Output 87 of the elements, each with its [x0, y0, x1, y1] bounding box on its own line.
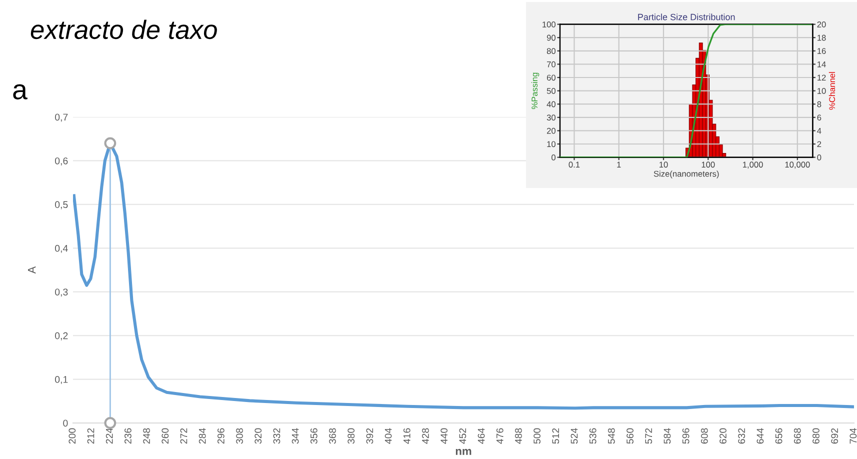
y-tick-label: 0,7 [55, 114, 68, 122]
y-tick-label: 90 [546, 34, 556, 41]
y-tick-label: 0,2 [55, 332, 68, 340]
x-tick-label: 596 [682, 428, 690, 444]
y-tick-label: 0 [63, 420, 68, 427]
x-tick-label: 308 [236, 428, 243, 444]
chart-title: Particle Size Distribution [638, 14, 735, 20]
x-tick-label: 1 [617, 162, 621, 168]
x-tick-label: 296 [217, 428, 224, 444]
x-tick-label: 464 [478, 428, 485, 444]
x-tick-label: 620 [720, 428, 726, 444]
x-tick-label: 416 [403, 428, 410, 444]
x-tick-label: 320 [254, 428, 262, 444]
x-tick-label: 524 [570, 428, 578, 444]
x-tick-label: 10 [660, 162, 668, 168]
y-tick-label: 10 [547, 141, 556, 148]
y2-tick-label: 6 [817, 114, 822, 120]
x-tick-label: 704 [850, 428, 857, 444]
y2-tick-label: 0 [817, 154, 822, 160]
x-tick-label: 644 [756, 428, 764, 444]
x-tick-label: 224 [106, 428, 113, 444]
y-axis-title: A [28, 266, 36, 274]
x-tick-label: 380 [348, 428, 355, 444]
y-tick-label: 100 [542, 22, 556, 28]
y2-tick-label: 8 [817, 101, 822, 108]
x-tick-label: 0.1 [568, 162, 580, 168]
y-tick-label: 0 [552, 154, 556, 160]
x-tick-label: 200 [68, 428, 76, 444]
x-tick-label: 536 [589, 428, 596, 444]
x-tick-label: 500 [534, 428, 540, 444]
x-tick-label: 608 [700, 428, 708, 444]
x-tick-label: 668 [794, 428, 801, 444]
x-tick-label: 1,000 [742, 162, 763, 169]
y-tick-label: 20 [546, 128, 556, 134]
x-tick-label: 344 [292, 428, 299, 444]
y2-tick-label: 18 [818, 34, 826, 41]
x-tick-label: 632 [738, 428, 746, 444]
y-tick-label: 0,3 [55, 288, 68, 297]
chart-subtitle: a [13, 84, 28, 100]
x-tick-label: 452 [459, 428, 466, 444]
y-tick-label: 0,1 [55, 376, 68, 384]
x-tick-label: 488 [515, 428, 522, 444]
x-tick-label: 476 [496, 428, 504, 444]
y2-tick-label: 12 [818, 74, 826, 81]
x-tick-label: 284 [198, 428, 206, 444]
x-tick-label: 656 [775, 428, 782, 444]
x-tick-label: 404 [384, 428, 392, 444]
y-tick-label: 40 [546, 101, 556, 108]
x-tick-label: 680 [812, 428, 820, 444]
y-tick-label: 0,4 [55, 244, 68, 253]
x-tick-label: 584 [664, 428, 671, 444]
x-tick-label: 560 [626, 428, 634, 444]
x-tick-label: 356 [310, 428, 318, 444]
y-tick-label: 0,6 [55, 157, 68, 166]
y2-axis-title: %Channel [828, 72, 836, 110]
y-tick-label: 30 [546, 114, 556, 120]
y2-tick-label: 14 [818, 61, 826, 68]
x-tick-label: 440 [440, 428, 448, 444]
x-tick-label: 512 [552, 428, 560, 444]
y2-tick-label: 2 [817, 141, 822, 148]
x-tick-label: 272 [180, 428, 188, 444]
y-tick-label: 0,5 [55, 201, 68, 210]
y2-tick-label: 10 [818, 88, 826, 94]
x-tick-label: 332 [273, 428, 280, 444]
y-tick-label: 70 [546, 61, 556, 68]
x-tick-label: 572 [645, 428, 652, 444]
chart-title: extracto de taxo [30, 20, 217, 40]
y2-tick-label: 4 [817, 128, 822, 134]
x-axis-title: nm [456, 448, 472, 455]
x-tick-label: 248 [143, 428, 150, 444]
y-tick-label: 50 [546, 88, 556, 94]
x-tick-label: 548 [608, 428, 615, 444]
x-tick-label: 260 [162, 428, 169, 444]
y-axis-title: %Passing [531, 72, 540, 110]
y-tick-label: 60 [546, 74, 556, 81]
x-tick-label: 392 [366, 428, 374, 444]
y2-tick-label: 16 [818, 48, 826, 54]
x-tick-label: 368 [329, 428, 336, 444]
y2-tick-label: 20 [817, 22, 826, 28]
x-axis-title: Size(nanometers) [654, 170, 719, 178]
x-tick-label: 236 [124, 428, 132, 444]
x-tick-label: 100 [702, 162, 715, 168]
x-tick-label: 10,000 [785, 162, 810, 169]
x-tick-label: 692 [831, 428, 838, 444]
x-tick-label: 212 [87, 428, 94, 444]
y-tick-label: 80 [546, 48, 556, 54]
x-tick-label: 428 [422, 428, 429, 444]
